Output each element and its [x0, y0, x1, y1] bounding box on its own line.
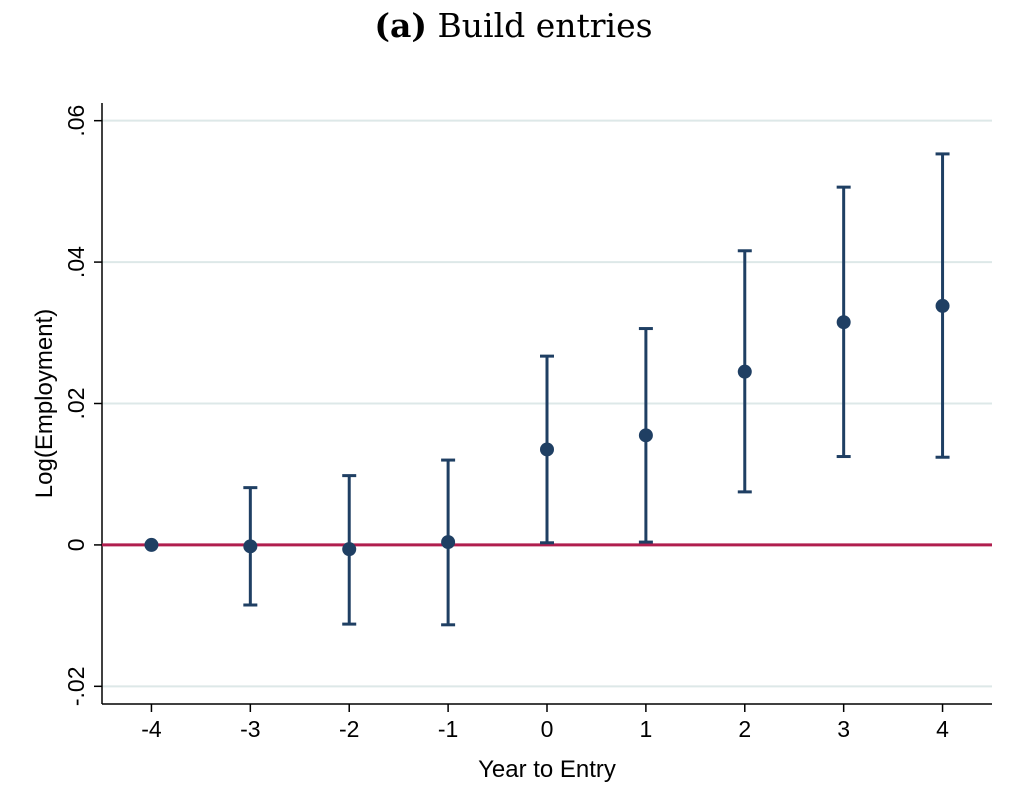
y-tick-label: .06: [63, 105, 89, 137]
x-axis-title: Year to Entry: [478, 756, 616, 783]
x-tick-label: 0: [541, 716, 554, 742]
y-tick-label: 0: [63, 539, 89, 552]
x-tick-label: -3: [240, 716, 260, 742]
y-axis-title: Log(Employment): [31, 309, 58, 498]
x-tick-label: 4: [936, 716, 949, 742]
data-point: [935, 298, 950, 313]
data-point: [836, 315, 851, 330]
data-point: [243, 539, 258, 554]
x-tick-label: 3: [837, 716, 850, 742]
data-point: [638, 428, 653, 443]
data-point: [342, 542, 357, 557]
chart-title: (a) Build entries: [0, 6, 1027, 45]
data-point: [540, 442, 554, 457]
x-tick-label: 1: [639, 716, 652, 742]
y-tick-label: .02: [63, 388, 89, 420]
y-tick-label: -.02: [63, 667, 89, 707]
data-point: [144, 537, 159, 552]
chart-title-tag: (a): [374, 6, 428, 45]
data-point: [441, 535, 456, 550]
y-ticks: -.02 0 .02 .04 .06: [63, 105, 102, 706]
chart-title-text: Build entries: [437, 6, 653, 45]
x-tick-label: 2: [738, 716, 751, 742]
x-tick-label: -4: [141, 716, 162, 742]
x-tick-label: -2: [339, 716, 359, 742]
data-points: [144, 298, 950, 557]
x-tick-label: -1: [438, 716, 458, 742]
y-tick-label: .04: [63, 246, 89, 278]
x-ticks: -4 -3 -2 -1 0 1 2 3 4: [141, 704, 949, 742]
data-point: [737, 364, 752, 379]
